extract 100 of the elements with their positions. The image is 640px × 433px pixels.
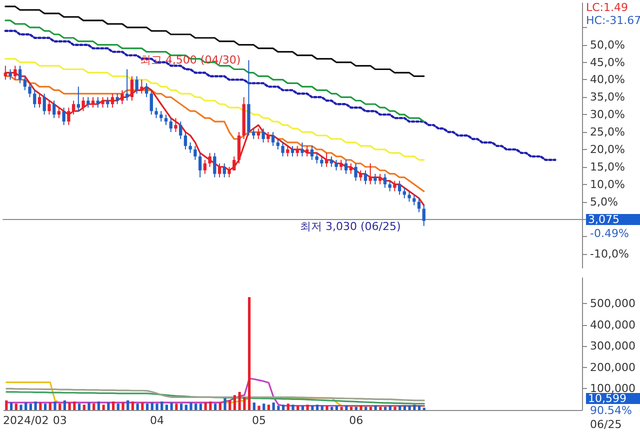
- bar: [326, 406, 328, 410]
- bar: [204, 402, 207, 410]
- candlestick: [290, 145, 294, 157]
- candlestick: [232, 156, 236, 171]
- y-tick-label: 25,0%: [590, 126, 625, 139]
- y-tick-label: -10,0%: [590, 248, 629, 261]
- bar: [228, 400, 232, 410]
- candlestick: [52, 100, 56, 119]
- candlestick: [228, 166, 231, 178]
- candlestick: [368, 162, 372, 185]
- candlestick: [300, 142, 304, 157]
- candlestick: [82, 96, 85, 112]
- bar: [44, 404, 47, 410]
- bar: [68, 402, 71, 410]
- candlestick: [76, 86, 80, 112]
- text: 3,075: [588, 213, 620, 226]
- bar: [73, 401, 76, 410]
- candlestick: [33, 90, 36, 108]
- bar: [54, 401, 56, 410]
- candlestick: [271, 132, 275, 146]
- candlestick: [72, 100, 76, 116]
- candlestick: [412, 194, 416, 206]
- y-tick-label: 10,0%: [590, 178, 625, 191]
- candlestick: [262, 128, 265, 143]
- bar: [340, 406, 343, 410]
- candlestick: [218, 162, 222, 178]
- candlestick: [38, 93, 42, 108]
- line-series: [6, 391, 425, 404]
- candlestick: [222, 162, 226, 178]
- bar: [34, 401, 37, 410]
- candlestick: [315, 152, 318, 164]
- candlestick: [101, 96, 104, 108]
- candlestick: [91, 96, 95, 108]
- line-series: [4, 30, 556, 162]
- y-tick-label: 20,0%: [590, 142, 625, 156]
- bar: [364, 406, 368, 410]
- bar: [408, 406, 411, 410]
- bar: [116, 404, 120, 410]
- bar: [379, 406, 382, 410]
- bar: [160, 401, 164, 410]
- bar: [350, 406, 353, 410]
- candlestick: [422, 204, 426, 226]
- candlestick: [140, 79, 144, 94]
- bar: [282, 404, 285, 410]
- candlestick: [28, 82, 32, 98]
- y-tick-label: 45,0%: [590, 56, 625, 69]
- bar: [330, 406, 334, 410]
- bar: [126, 400, 130, 410]
- bar: [398, 406, 402, 410]
- bar: [58, 404, 62, 410]
- candlestick: [374, 173, 377, 185]
- candlestick: [256, 128, 260, 140]
- bar: [10, 402, 13, 410]
- bar: [136, 404, 139, 410]
- bar: [184, 404, 188, 410]
- bar: [311, 406, 314, 410]
- candlestick: [86, 96, 90, 108]
- candlestick: [67, 107, 70, 126]
- y-tick-label: 400,000: [590, 318, 636, 332]
- bar: [107, 402, 110, 410]
- bar: [292, 404, 294, 410]
- bar: [122, 402, 124, 410]
- candlestick: [330, 156, 334, 168]
- candlestick: [320, 156, 324, 168]
- bar: [14, 404, 18, 410]
- candlestick: [378, 173, 382, 185]
- candlestick: [324, 152, 328, 168]
- candlestick: [334, 159, 338, 171]
- candlestick: [203, 159, 206, 174]
- candlestick: [120, 90, 124, 105]
- bar: [418, 406, 421, 410]
- bar: [345, 406, 348, 410]
- candlestick: [48, 100, 51, 116]
- bar: [92, 404, 96, 410]
- bar: [388, 406, 392, 410]
- candlestick: [393, 180, 396, 192]
- bar: [354, 406, 358, 410]
- bar: [146, 404, 149, 410]
- candlestick: [276, 138, 280, 150]
- bar: [403, 406, 406, 410]
- bar: [5, 400, 8, 410]
- candlestick: [130, 76, 134, 102]
- candlestick: [388, 180, 392, 192]
- candlestick: [402, 187, 406, 199]
- bar: [63, 400, 66, 410]
- bar: [277, 406, 280, 410]
- bar: [248, 297, 251, 410]
- text: 06/25: [590, 418, 622, 431]
- candlestick: [154, 107, 158, 119]
- candlestick: [359, 170, 362, 182]
- bar: [209, 401, 212, 410]
- candlestick: [408, 190, 411, 202]
- bar: [335, 406, 338, 410]
- bar: [190, 402, 192, 410]
- bar: [20, 404, 22, 410]
- text: -0.49%: [590, 227, 629, 240]
- candlestick: [57, 107, 61, 119]
- bar: [194, 404, 198, 410]
- candlestick: [150, 90, 153, 116]
- text: LC:1.49: [586, 1, 628, 14]
